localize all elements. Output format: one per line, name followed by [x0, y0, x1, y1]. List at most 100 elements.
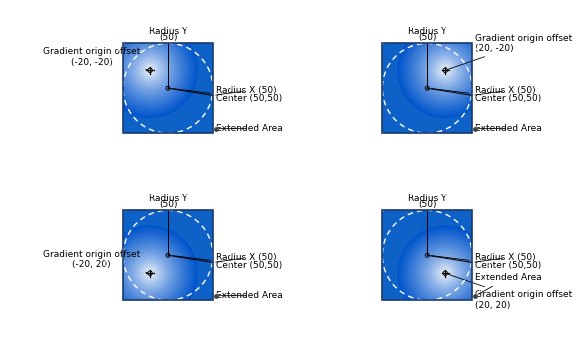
- Circle shape: [137, 57, 164, 84]
- Circle shape: [430, 55, 460, 86]
- Circle shape: [409, 237, 481, 309]
- Circle shape: [414, 242, 477, 305]
- Circle shape: [105, 228, 195, 318]
- Circle shape: [118, 38, 182, 102]
- Circle shape: [118, 241, 183, 306]
- Circle shape: [144, 64, 156, 76]
- Circle shape: [141, 264, 160, 283]
- Circle shape: [431, 259, 459, 287]
- Circle shape: [116, 239, 184, 307]
- Circle shape: [407, 33, 483, 108]
- Circle shape: [437, 264, 454, 282]
- Circle shape: [149, 70, 151, 71]
- Text: Radius Y: Radius Y: [408, 194, 446, 203]
- Circle shape: [426, 51, 465, 90]
- Circle shape: [112, 235, 188, 311]
- Circle shape: [116, 36, 184, 104]
- Circle shape: [399, 227, 492, 320]
- Circle shape: [426, 52, 464, 89]
- Circle shape: [124, 44, 176, 96]
- Circle shape: [113, 237, 187, 310]
- Circle shape: [135, 55, 165, 86]
- Circle shape: [125, 248, 176, 299]
- Circle shape: [403, 29, 487, 112]
- Circle shape: [124, 247, 176, 299]
- Circle shape: [415, 40, 476, 101]
- Circle shape: [121, 244, 179, 302]
- Circle shape: [120, 41, 180, 100]
- Circle shape: [428, 53, 463, 87]
- Circle shape: [443, 68, 448, 73]
- Circle shape: [407, 236, 483, 311]
- Circle shape: [401, 230, 489, 317]
- Circle shape: [138, 261, 162, 285]
- Circle shape: [412, 240, 479, 307]
- Circle shape: [429, 54, 462, 87]
- Circle shape: [431, 57, 458, 84]
- Circle shape: [128, 251, 172, 295]
- Circle shape: [399, 24, 491, 116]
- Circle shape: [122, 245, 179, 301]
- Circle shape: [107, 230, 194, 317]
- Circle shape: [425, 50, 466, 91]
- Circle shape: [419, 44, 471, 96]
- Circle shape: [141, 62, 159, 79]
- Circle shape: [139, 262, 161, 284]
- Circle shape: [135, 259, 165, 288]
- Circle shape: [140, 263, 160, 283]
- Circle shape: [113, 236, 187, 310]
- Circle shape: [104, 227, 196, 319]
- Circle shape: [108, 231, 192, 315]
- Circle shape: [402, 27, 488, 113]
- Circle shape: [420, 248, 471, 299]
- Circle shape: [445, 70, 446, 71]
- Circle shape: [146, 66, 154, 74]
- Circle shape: [442, 67, 448, 73]
- Circle shape: [413, 38, 478, 103]
- Circle shape: [441, 269, 449, 277]
- Circle shape: [141, 61, 160, 80]
- Circle shape: [132, 53, 168, 88]
- Circle shape: [401, 27, 489, 114]
- Circle shape: [139, 59, 161, 81]
- Circle shape: [417, 245, 473, 301]
- Circle shape: [423, 251, 468, 296]
- Circle shape: [441, 269, 450, 278]
- Circle shape: [418, 246, 473, 301]
- Circle shape: [426, 254, 464, 292]
- Circle shape: [422, 250, 468, 296]
- Circle shape: [415, 243, 476, 304]
- Circle shape: [412, 37, 479, 104]
- Circle shape: [135, 258, 165, 288]
- Circle shape: [426, 254, 465, 293]
- Circle shape: [437, 265, 453, 282]
- Text: Extended Area: Extended Area: [475, 273, 541, 294]
- Text: Extended Area: Extended Area: [215, 124, 282, 133]
- Circle shape: [434, 59, 456, 81]
- Circle shape: [404, 29, 486, 111]
- Circle shape: [113, 33, 187, 108]
- Circle shape: [147, 67, 153, 73]
- Circle shape: [405, 30, 485, 110]
- Circle shape: [418, 42, 473, 98]
- Circle shape: [148, 69, 152, 72]
- Circle shape: [141, 264, 159, 282]
- Circle shape: [146, 269, 154, 277]
- Circle shape: [430, 259, 460, 288]
- Circle shape: [423, 251, 467, 295]
- Circle shape: [131, 254, 169, 293]
- Circle shape: [404, 30, 486, 111]
- Text: (50): (50): [159, 200, 177, 208]
- Circle shape: [427, 52, 464, 88]
- Circle shape: [138, 261, 162, 286]
- Circle shape: [126, 248, 175, 298]
- Circle shape: [142, 265, 158, 282]
- Circle shape: [408, 236, 482, 310]
- Text: Center (50,50): Center (50,50): [173, 89, 282, 103]
- Circle shape: [422, 47, 468, 93]
- Circle shape: [126, 46, 174, 94]
- Circle shape: [127, 250, 173, 296]
- Circle shape: [114, 34, 186, 106]
- Circle shape: [134, 54, 166, 86]
- Circle shape: [411, 238, 480, 308]
